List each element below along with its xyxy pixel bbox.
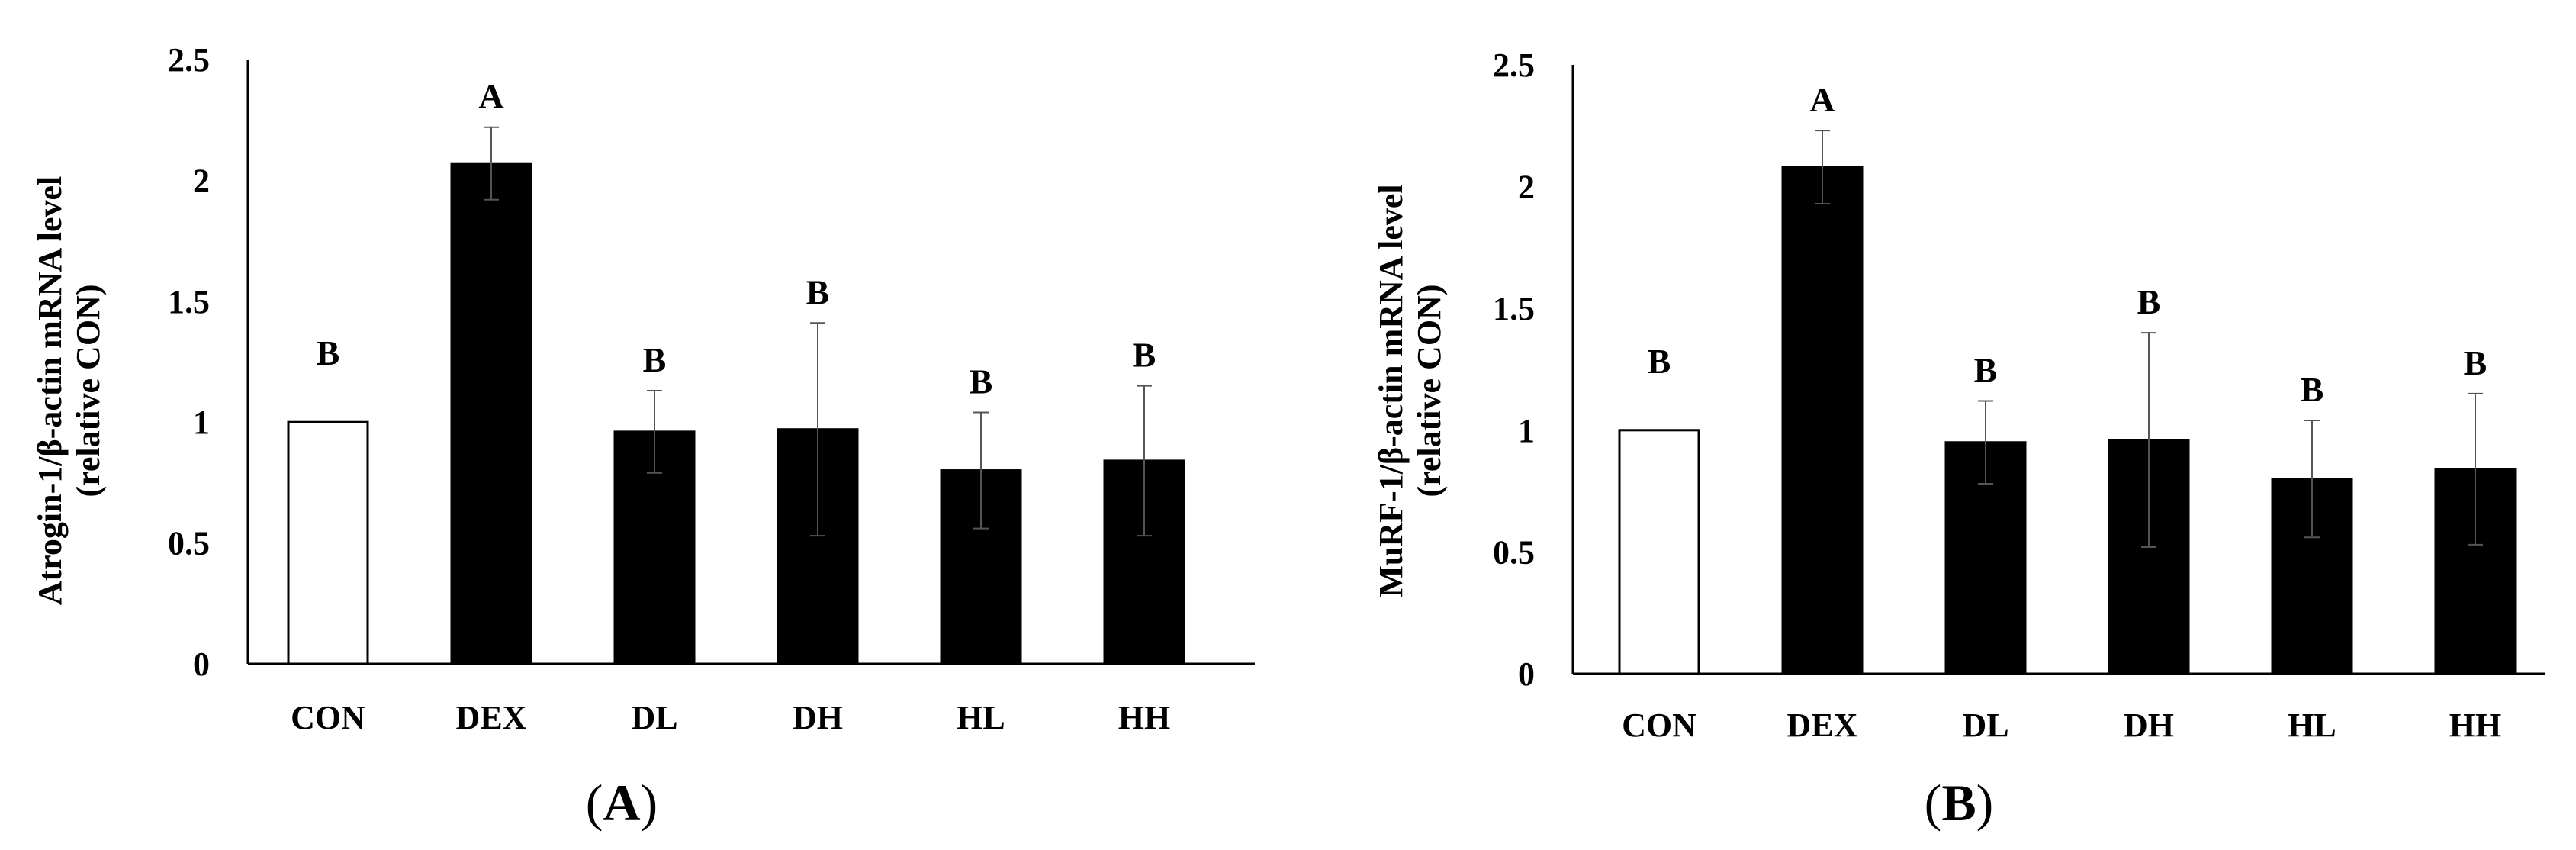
bar-dex (1781, 166, 1864, 675)
y-tick-label: 1.5 (1493, 290, 1535, 327)
significance-letter: B (643, 340, 667, 379)
significance-letter: B (1133, 336, 1156, 375)
category-label: DH (2124, 707, 2174, 744)
y-axis-label-line1: MuRF-1/β-actin mRNA level (1372, 184, 1410, 597)
category-label: DEX (1787, 707, 1858, 744)
significance-letter: B (806, 272, 830, 311)
y-tick-label: 2.5 (168, 41, 210, 79)
significance-letter: B (970, 362, 993, 401)
category-label: CON (291, 699, 365, 736)
category-label: DL (631, 699, 677, 736)
category-label: HL (2288, 707, 2336, 744)
category-label: DEX (456, 699, 527, 736)
y-tick-label: 2 (1518, 169, 1535, 206)
y-axis-label-line2: (relative CON) (69, 285, 107, 497)
significance-letter: B (2464, 343, 2488, 382)
y-tick-label: 0.5 (1493, 533, 1535, 571)
significance-letter: B (317, 333, 340, 372)
y-tick-label: 0.5 (168, 525, 210, 562)
significance-letter: B (2301, 370, 2324, 409)
significance-letter: B (1648, 342, 1671, 381)
category-label: DH (793, 699, 843, 736)
y-tick-label: 0 (1518, 655, 1535, 693)
category-label: HL (957, 699, 1005, 736)
category-label: HH (1118, 699, 1170, 736)
bar-dex (450, 162, 532, 665)
panel-label: (A) (586, 774, 658, 832)
bars: B A B B B B (1618, 80, 2517, 675)
y-axis-label-line2: (relative CON) (1410, 285, 1448, 497)
significance-letter: B (2137, 282, 2161, 321)
y-tick-label: 2 (193, 162, 210, 199)
chart-panel-b: MuRF-1/β-actin mRNA level (relative CON)… (1372, 47, 2545, 832)
chart-panel-a: Atrogin-1/β-actin mRNA level (relative C… (31, 41, 1255, 832)
category-label: DL (1962, 707, 2008, 744)
y-tick-labels: 0 0.5 1 1.5 2 2.5 (1493, 47, 1535, 693)
y-tick-label: 1 (193, 404, 210, 441)
y-tick-label: 1.5 (168, 283, 210, 320)
y-tick-label: 0 (193, 646, 210, 683)
significance-letter: A (478, 77, 503, 116)
category-label: CON (1622, 707, 1696, 744)
category-labels: CON DEX DL DH HL HH (291, 699, 1170, 736)
y-tick-label: 2.5 (1493, 47, 1535, 84)
significance-letter: A (1809, 80, 1835, 119)
bars: B A B B B B (287, 77, 1185, 665)
bar-con (287, 420, 369, 665)
significance-letter: B (1974, 350, 1998, 389)
y-axis-label-line1: Atrogin-1/β-actin mRNA level (31, 176, 69, 606)
y-tick-label: 1 (1518, 412, 1535, 449)
bar-con (1618, 429, 1700, 675)
category-label: HH (2449, 707, 2501, 744)
category-labels: CON DEX DL DH HL HH (1622, 707, 2501, 744)
panel-label: (B) (1925, 774, 1994, 832)
y-tick-labels: 0 0.5 1 1.5 2 2.5 (168, 41, 210, 683)
bar-hl (2271, 478, 2353, 675)
